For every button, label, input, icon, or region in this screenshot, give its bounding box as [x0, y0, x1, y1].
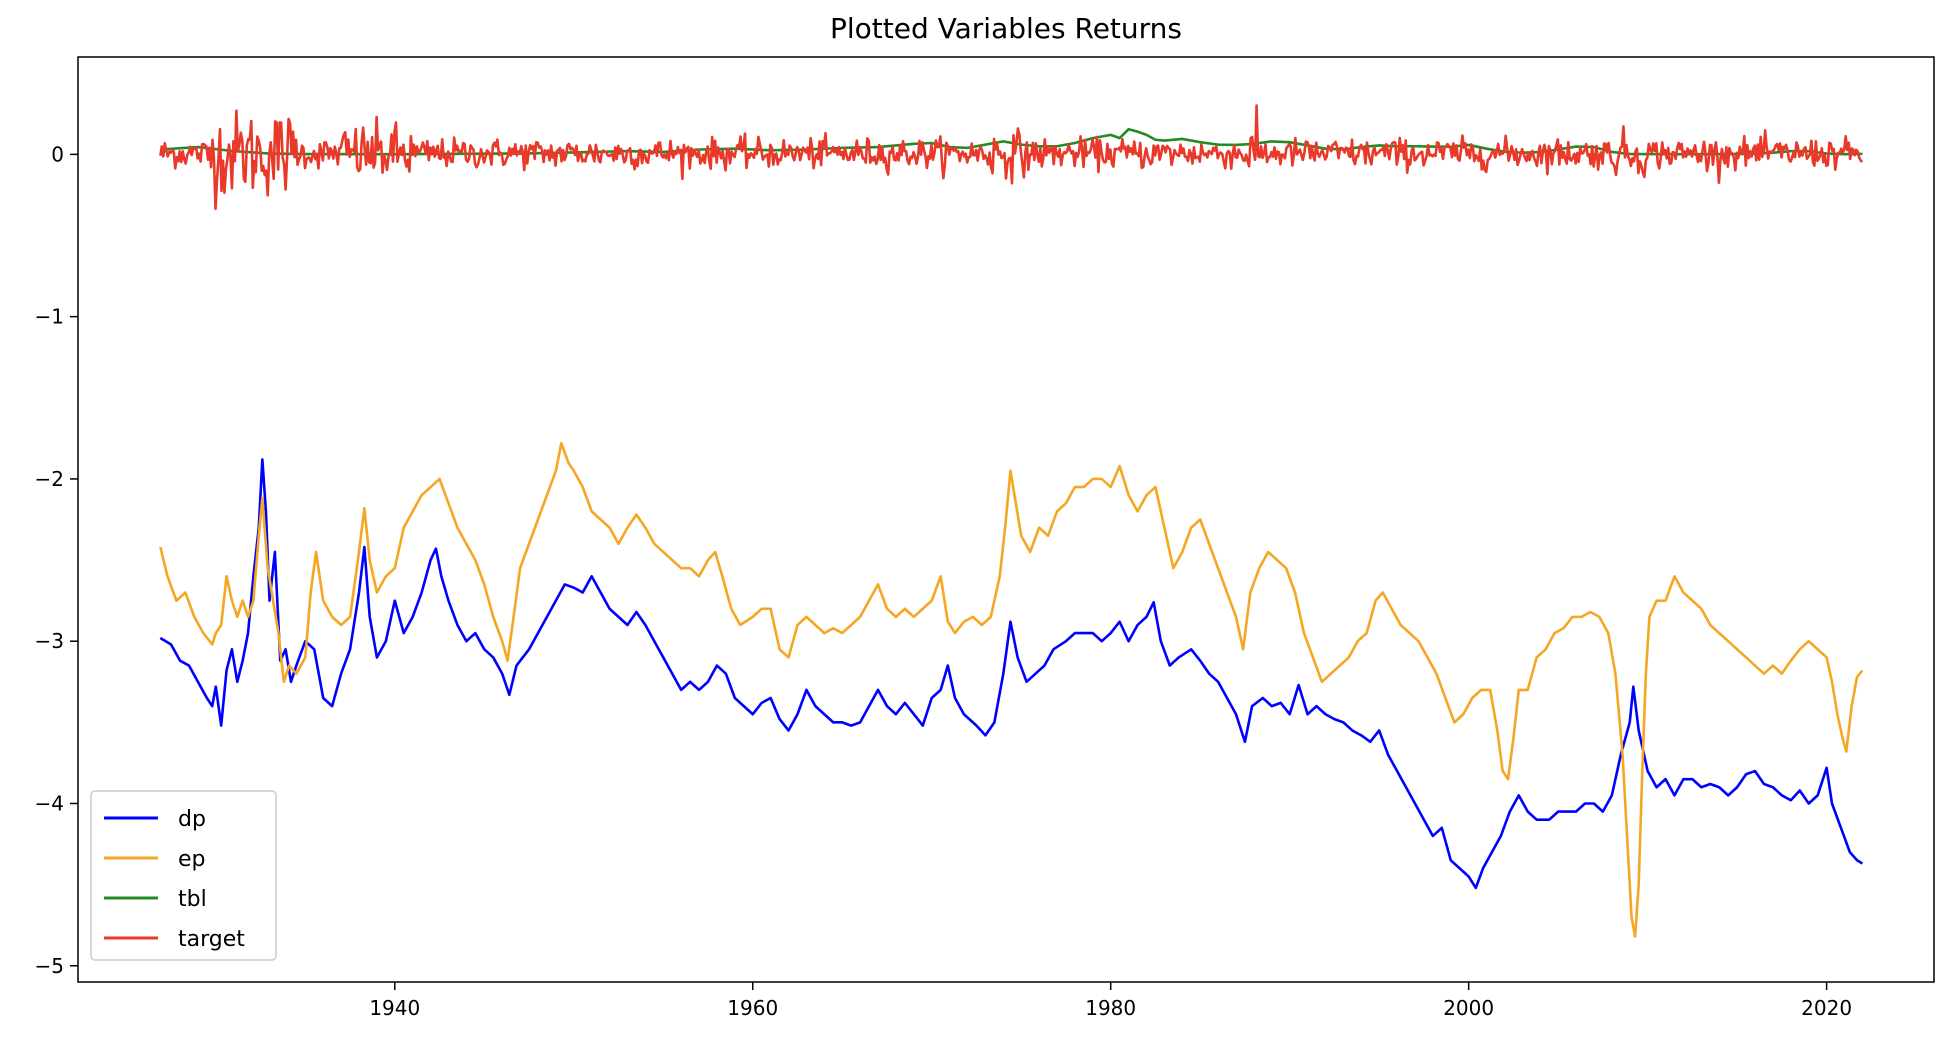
legend: dp ep tbl target: [90, 790, 277, 961]
series-layer: [159, 104, 1864, 938]
y-tick-label: 0: [51, 142, 64, 166]
y-tick-label: −3: [35, 629, 64, 653]
x-tick-label: 2020: [1801, 996, 1852, 1020]
series-line-target: [159, 104, 1864, 211]
y-axis: 0 −1 −2 −3 −4 −5: [35, 142, 78, 978]
y-tick-label: −1: [35, 305, 64, 329]
y-tick-label: −5: [35, 954, 64, 978]
series-line-dp: [159, 458, 1864, 890]
x-tick-label: 1960: [727, 996, 778, 1020]
x-axis: 1940 1960 1980 2000 2020: [369, 982, 1852, 1020]
series-line-ep: [159, 441, 1864, 938]
legend-label: tbl: [178, 887, 207, 912]
plot-area-frame: [77, 56, 1935, 983]
x-tick-label: 1980: [1085, 996, 1136, 1020]
y-tick-label: −4: [35, 791, 64, 815]
y-tick-label: −2: [35, 467, 64, 491]
chart-title: Plotted Variables Returns: [830, 12, 1182, 45]
x-tick-label: 2000: [1443, 996, 1494, 1020]
legend-label: ep: [178, 847, 206, 872]
legend-label: dp: [178, 807, 206, 832]
legend-label: target: [178, 927, 245, 952]
x-tick-label: 1940: [369, 996, 420, 1020]
legend-box: [90, 790, 277, 961]
